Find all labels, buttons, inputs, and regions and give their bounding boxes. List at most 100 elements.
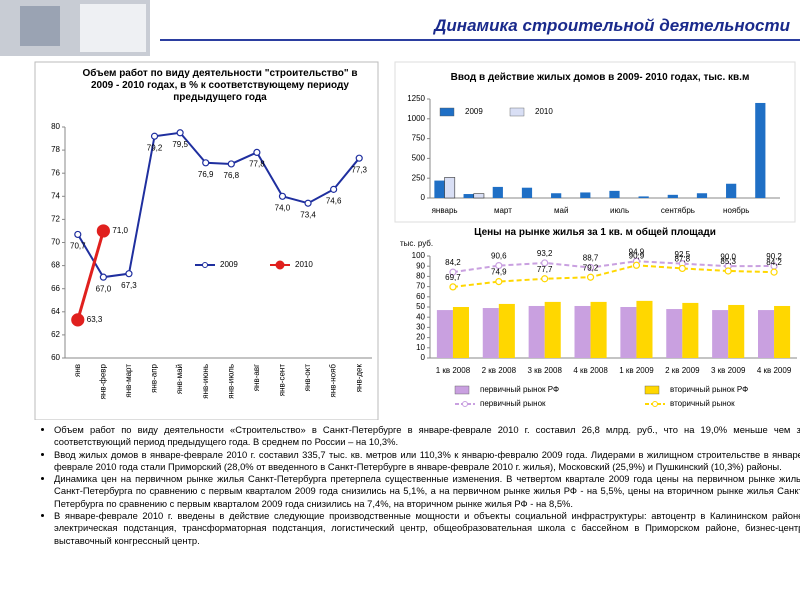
y-tick-label: 1250 <box>407 94 425 103</box>
x-tick-label: янв-июль <box>226 364 235 399</box>
marker <box>304 199 312 207</box>
marker <box>724 267 732 275</box>
data-label: 77,7 <box>537 265 553 274</box>
bar <box>436 310 453 358</box>
marker <box>150 132 159 140</box>
marker <box>449 283 457 291</box>
bar <box>434 180 445 198</box>
y-tick-label: 40 <box>416 312 425 321</box>
y-tick-label: 500 <box>412 154 426 163</box>
legend-label: вторичный рынок <box>670 399 735 408</box>
bar <box>666 309 683 358</box>
x-tick-label: 4 кв 2009 <box>757 366 792 375</box>
bar <box>590 301 607 358</box>
bar <box>580 192 591 198</box>
legend-marker <box>462 401 468 407</box>
x-tick-label: янв-март <box>124 364 133 398</box>
bar <box>620 307 637 358</box>
data-label: 77,8 <box>249 160 265 169</box>
legend-label: 2009 <box>465 107 483 116</box>
bar <box>463 194 474 198</box>
y-tick-label: 68 <box>51 261 60 270</box>
x-tick-label: янв-февр <box>98 363 107 399</box>
bar <box>473 193 485 199</box>
data-label: 84,2 <box>766 258 782 267</box>
marker <box>71 313 85 327</box>
y-tick-label: 50 <box>416 302 425 311</box>
bar <box>498 303 515 358</box>
x-tick-label: 2 кв 2009 <box>665 366 700 375</box>
bar <box>712 310 729 358</box>
y-tick-label: 70 <box>51 238 60 247</box>
x-tick-label: 3 кв 2009 <box>711 366 746 375</box>
y-tick-label: 78 <box>51 145 60 154</box>
y-axis-label: тыс. руб. <box>400 239 434 248</box>
data-label: 79,2 <box>583 263 599 272</box>
data-label: 76,9 <box>198 170 214 179</box>
x-tick-label: янв-май <box>175 364 184 394</box>
legend-label: 2010 <box>295 260 313 269</box>
x-tick-label: 2 кв 2008 <box>482 366 517 375</box>
x-tick-label: янв-нояб <box>329 364 338 398</box>
bar <box>574 305 591 358</box>
calculator-icon <box>20 6 60 46</box>
bar <box>755 102 766 198</box>
x-tick-label: март <box>494 206 512 215</box>
bar <box>774 305 791 358</box>
data-label: 79,5 <box>172 140 188 149</box>
bullet: В январе-феврале 2010 г. введены в дейст… <box>54 510 800 547</box>
marker <box>253 148 261 157</box>
legend-label: первичный рынок РФ <box>480 385 559 394</box>
legend-marker <box>202 262 208 268</box>
x-tick-label: янв-сент <box>278 364 287 397</box>
marker <box>330 185 338 193</box>
marker <box>355 154 363 162</box>
x-tick-label: янв <box>73 364 82 377</box>
bullet: Ввод жилых домов в январе-феврале 2010 г… <box>54 449 800 474</box>
bullet-list: Объем работ по виду деятельности «Строит… <box>40 424 800 547</box>
marker <box>96 224 110 238</box>
bar <box>696 193 708 198</box>
data-label: 92,5 <box>675 250 691 259</box>
bar <box>551 193 562 198</box>
data-label: 74,6 <box>326 196 342 205</box>
y-tick-label: 750 <box>412 134 426 143</box>
marker <box>495 278 503 286</box>
legend-swatch <box>509 107 525 117</box>
marker <box>495 261 503 270</box>
bar <box>609 190 620 198</box>
marker <box>632 261 641 269</box>
y-tick-label: 66 <box>51 284 60 293</box>
y-tick-label: 0 <box>421 353 426 362</box>
x-tick-label: сентябрь <box>661 206 695 215</box>
y-tick-label: 100 <box>412 251 426 260</box>
x-tick-label: янв-июнь <box>201 364 210 399</box>
x-tick-label: май <box>554 206 568 215</box>
legend-swatch <box>454 385 470 395</box>
data-label: 67,0 <box>96 284 112 293</box>
data-label: 74,0 <box>275 203 291 212</box>
bar <box>452 307 469 358</box>
y-tick-label: 74 <box>51 191 60 200</box>
data-label: 79,2 <box>147 143 163 152</box>
y-tick-label: 76 <box>51 168 60 177</box>
bar <box>544 301 561 358</box>
bar <box>492 186 503 198</box>
page-title: Динамика строительной деятельности <box>434 16 790 35</box>
paper-decoration <box>80 4 146 52</box>
chart-title: Объем работ по виду деятельности "строит… <box>82 68 358 103</box>
x-tick-label: янв-авг <box>252 364 261 391</box>
x-tick-label: 3 кв 2008 <box>527 366 562 375</box>
marker <box>770 268 778 276</box>
data-label: 77,3 <box>351 165 367 174</box>
x-tick-label: 1 кв 2009 <box>619 366 654 375</box>
marker <box>678 264 686 273</box>
marker <box>227 160 235 168</box>
chart-frame <box>34 61 379 420</box>
bar <box>482 308 499 358</box>
legend-marker <box>275 260 285 270</box>
data-label: 90,2 <box>766 252 782 261</box>
marker <box>586 273 595 281</box>
bar <box>728 304 745 358</box>
data-label: 74,9 <box>491 268 507 277</box>
